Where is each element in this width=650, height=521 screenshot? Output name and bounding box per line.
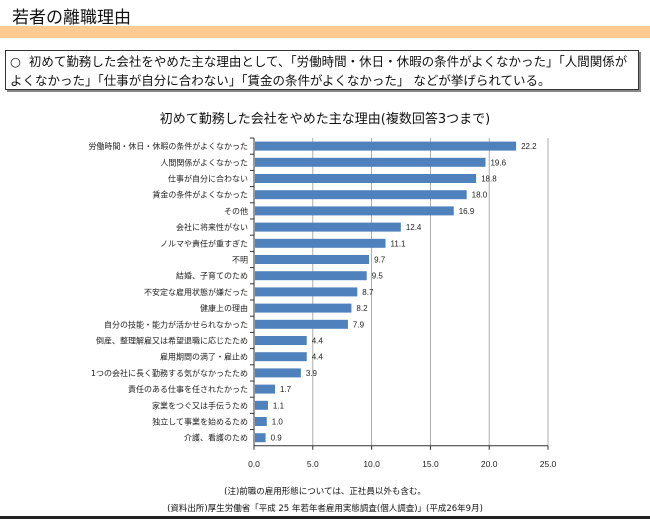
category-label: 家業をつぐ又は手伝うため [152,400,248,410]
category-label: 不安定な雇用状態が嫌だった [144,287,248,297]
category-label: 1つの会社に長く勤務する気がなかったため [91,368,248,378]
category-label: 独立して事業を始めるため [152,417,248,427]
bar [255,174,477,183]
bar [255,400,268,410]
bar [255,433,266,443]
value-label: 16.9 [459,207,475,216]
value-label: 12.4 [406,223,422,232]
bar [255,303,352,313]
bar [255,319,348,329]
category-label: 責任のある仕事を任されたかった [128,384,248,394]
category-label: その他 [224,206,248,216]
value-label: 3.9 [306,369,318,378]
category-label: 労働時間・休日・休暇の条件がよくなかった [88,141,248,151]
bar [255,352,307,362]
value-label: 11.1 [391,239,407,248]
value-label: 18.8 [481,175,497,184]
x-tick-label: 15.0 [422,459,439,469]
value-label: 7.9 [353,320,365,329]
bar [255,336,307,345]
bar [255,157,486,167]
bar [255,271,367,281]
page-title: 若者の離職理由 [12,8,131,28]
value-label: 19.6 [490,158,506,167]
chart-note: (注)前職の雇用形態については、正社員以外も含む。 [224,487,426,497]
value-label: 4.4 [312,337,324,346]
category-label: 仕事が自分に合わない [168,174,248,184]
value-label: 0.9 [271,434,283,443]
category-label: 倒産、整理解雇又は希望退職に応じたため [96,336,248,346]
category-label: 健康上の理由 [200,303,248,313]
value-label: 1.7 [280,385,292,394]
category-label: 自分の技能・能力が活かせられなかった [104,319,248,329]
x-tick-label: 10.0 [363,459,380,469]
bar [255,141,517,151]
header-band [0,26,650,38]
bottom-rule [0,516,650,519]
value-label: 4.4 [312,353,324,362]
category-label: 雇用期間の満了・雇止め [160,352,248,362]
x-tick-label: 25.0 [540,459,557,469]
bar [255,190,467,200]
category-label: 不明 [232,256,248,265]
bar [255,384,275,394]
value-label: 22.2 [521,142,537,151]
source-note: (資料出所)厚生労働省「平成 25 年若年者雇用実態調査(個人調査)」(平成26… [167,504,483,514]
value-label: 9.7 [374,256,386,265]
chart-title: 初めて勤務した会社をやめた主な理由(複数回答3つまで) [159,112,491,127]
category-label: ノルマや責任が重すぎた [160,238,248,248]
value-label: 1.1 [273,401,285,410]
bar [255,287,358,297]
bar [255,222,401,232]
value-label: 8.7 [362,288,374,297]
bar [255,206,454,216]
category-label: 賃金の条件がよくなかった [152,190,248,200]
bar [255,368,301,378]
value-label: 9.5 [372,272,384,281]
bar [255,255,370,264]
x-tick-label: 0.0 [248,459,260,469]
bar [255,238,386,248]
x-tick-label: 5.0 [307,459,319,469]
category-label: 会社に将来性がない [176,222,248,232]
value-label: 1.0 [272,418,284,427]
summary-box: ○ 初めて勤務した会社をやめた主な理由として、「労働時間・休日・休暇の条件がよくな… [5,50,639,90]
summary-text: 初めて勤務した会社をやめた主な理由として、「労働時間・休日・休暇の条件がよくなか… [10,54,628,88]
value-label: 8.2 [356,304,368,313]
value-label: 18.0 [472,191,488,200]
category-label: 介護、看護のため [184,433,248,443]
category-label: 人間関係がよくなかった [160,157,248,167]
bar [255,417,267,426]
x-tick-label: 20.0 [481,459,498,469]
category-label: 結婚、子育てのため [176,271,248,281]
bullet-icon: ○ [10,54,21,69]
